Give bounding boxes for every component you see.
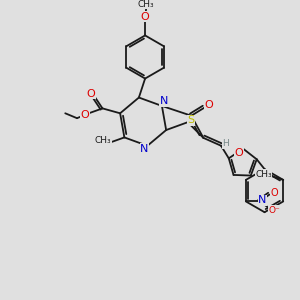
Text: N: N bbox=[160, 96, 168, 106]
Text: O: O bbox=[271, 188, 278, 198]
Text: CH₃: CH₃ bbox=[138, 0, 154, 9]
Text: O: O bbox=[141, 12, 149, 22]
Text: CH₃: CH₃ bbox=[94, 136, 111, 145]
Text: N: N bbox=[140, 144, 148, 154]
Text: O⁻: O⁻ bbox=[268, 206, 280, 215]
Text: O: O bbox=[205, 100, 213, 110]
Text: H: H bbox=[223, 139, 229, 148]
Text: O: O bbox=[141, 12, 149, 22]
Text: O: O bbox=[235, 148, 244, 158]
Text: S: S bbox=[187, 115, 194, 125]
Text: O: O bbox=[80, 110, 89, 120]
Text: N: N bbox=[258, 196, 267, 206]
Text: O: O bbox=[86, 89, 95, 99]
Text: CH₃: CH₃ bbox=[255, 169, 272, 178]
